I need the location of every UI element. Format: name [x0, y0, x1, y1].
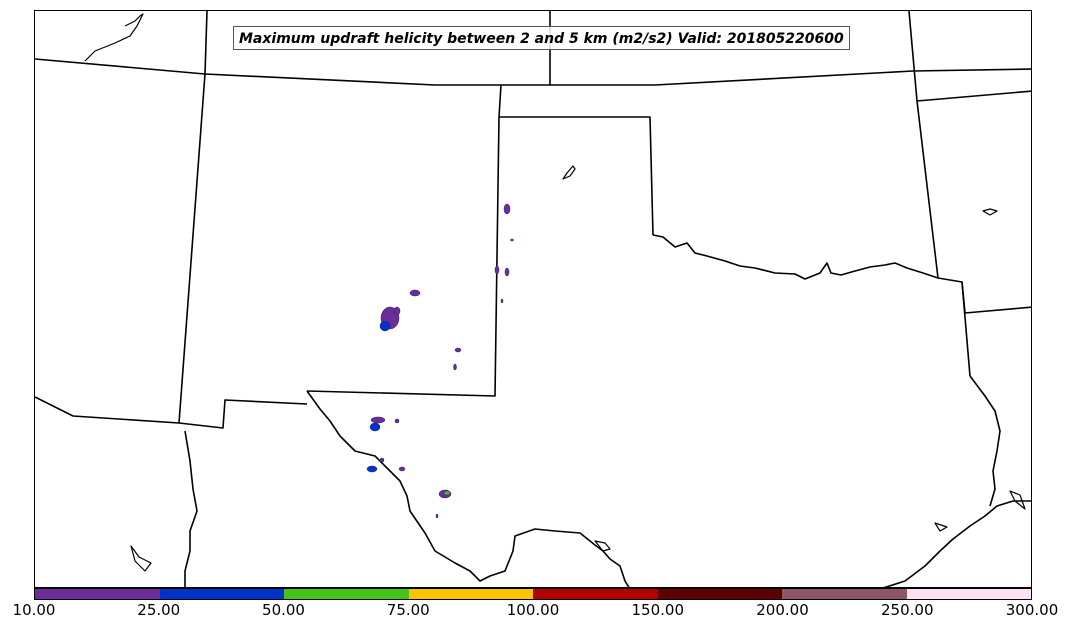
gulf-coast	[883, 500, 1031, 587]
state-border-east-ks	[908, 11, 1031, 102]
map-canvas	[35, 11, 1031, 587]
helicity-cell	[504, 267, 510, 277]
helicity-cell	[379, 320, 391, 332]
island-gulf	[934, 522, 948, 532]
helicity-cells	[366, 203, 514, 519]
map-frame: Maximum updraft helicity between 2 and 5…	[34, 10, 1032, 588]
state-border-az-nm	[35, 396, 308, 429]
helicity-cell	[370, 416, 386, 424]
colorbar-segment	[782, 589, 907, 599]
helicity-cell	[503, 203, 511, 215]
state-border-la	[961, 281, 971, 377]
colorbar-tick-label: 50.00	[262, 601, 305, 619]
colorbar-tick-label: 200.00	[756, 601, 809, 619]
state-border-north	[35, 58, 1031, 86]
colorbar-segment	[533, 589, 658, 599]
texas-east-border	[969, 375, 1001, 507]
map-title: Maximum updraft helicity between 2 and 5…	[233, 26, 850, 50]
colorbar-tick-label: 10.00	[12, 601, 56, 619]
state-border-mo-ar	[916, 100, 1031, 314]
helicity-cell	[500, 298, 504, 304]
colorbar-tick-label: 100.00	[506, 601, 560, 619]
helicity-cell	[379, 457, 385, 463]
lake-north	[84, 13, 144, 62]
helicity-cell	[453, 363, 457, 371]
helicity-cell	[409, 289, 421, 297]
helicity-cell	[398, 466, 406, 472]
colorbar-segment	[657, 589, 782, 599]
helicity-cell	[510, 238, 514, 242]
colorbar-tick-label: 300.00	[1005, 601, 1059, 619]
colorbar-tick-label: 250.00	[881, 601, 934, 619]
colorbar-tick-label: 75.00	[386, 601, 430, 619]
peninsula-se	[1009, 490, 1026, 510]
helicity-cell	[494, 265, 500, 275]
colorbar	[34, 588, 1032, 600]
lake-kansas	[562, 165, 576, 180]
colorbar-segment	[159, 589, 284, 599]
colorbar-segment	[906, 589, 1031, 599]
state-border-nm-ok	[306, 84, 502, 397]
helicity-cell	[435, 513, 439, 519]
mexico-border-west	[184, 430, 198, 587]
texas-border	[306, 390, 630, 587]
lake-mexico	[130, 545, 152, 572]
colorbar-tick-label: 150.00	[631, 601, 685, 619]
helicity-cell	[369, 422, 381, 432]
colorbar-segment	[35, 589, 160, 599]
state-border-colorado-west	[178, 11, 208, 424]
helicity-cell	[393, 306, 401, 316]
colorbar-labels: 10.00 25.00 50.00 75.00 100.00 150.00 200.00 25…	[0, 601, 1070, 623]
helicity-cell	[443, 490, 451, 496]
colorbar-tick-label: 25.00	[137, 601, 181, 619]
lake-texas	[594, 540, 611, 552]
helicity-cell	[394, 418, 400, 424]
helicity-cell	[366, 465, 378, 473]
colorbar-segment	[284, 589, 409, 599]
state-border-ks-ok	[499, 116, 654, 236]
lake-arkansas	[982, 208, 998, 216]
colorbar-segment	[408, 589, 533, 599]
helicity-cell	[454, 347, 462, 353]
red-river	[652, 234, 939, 280]
